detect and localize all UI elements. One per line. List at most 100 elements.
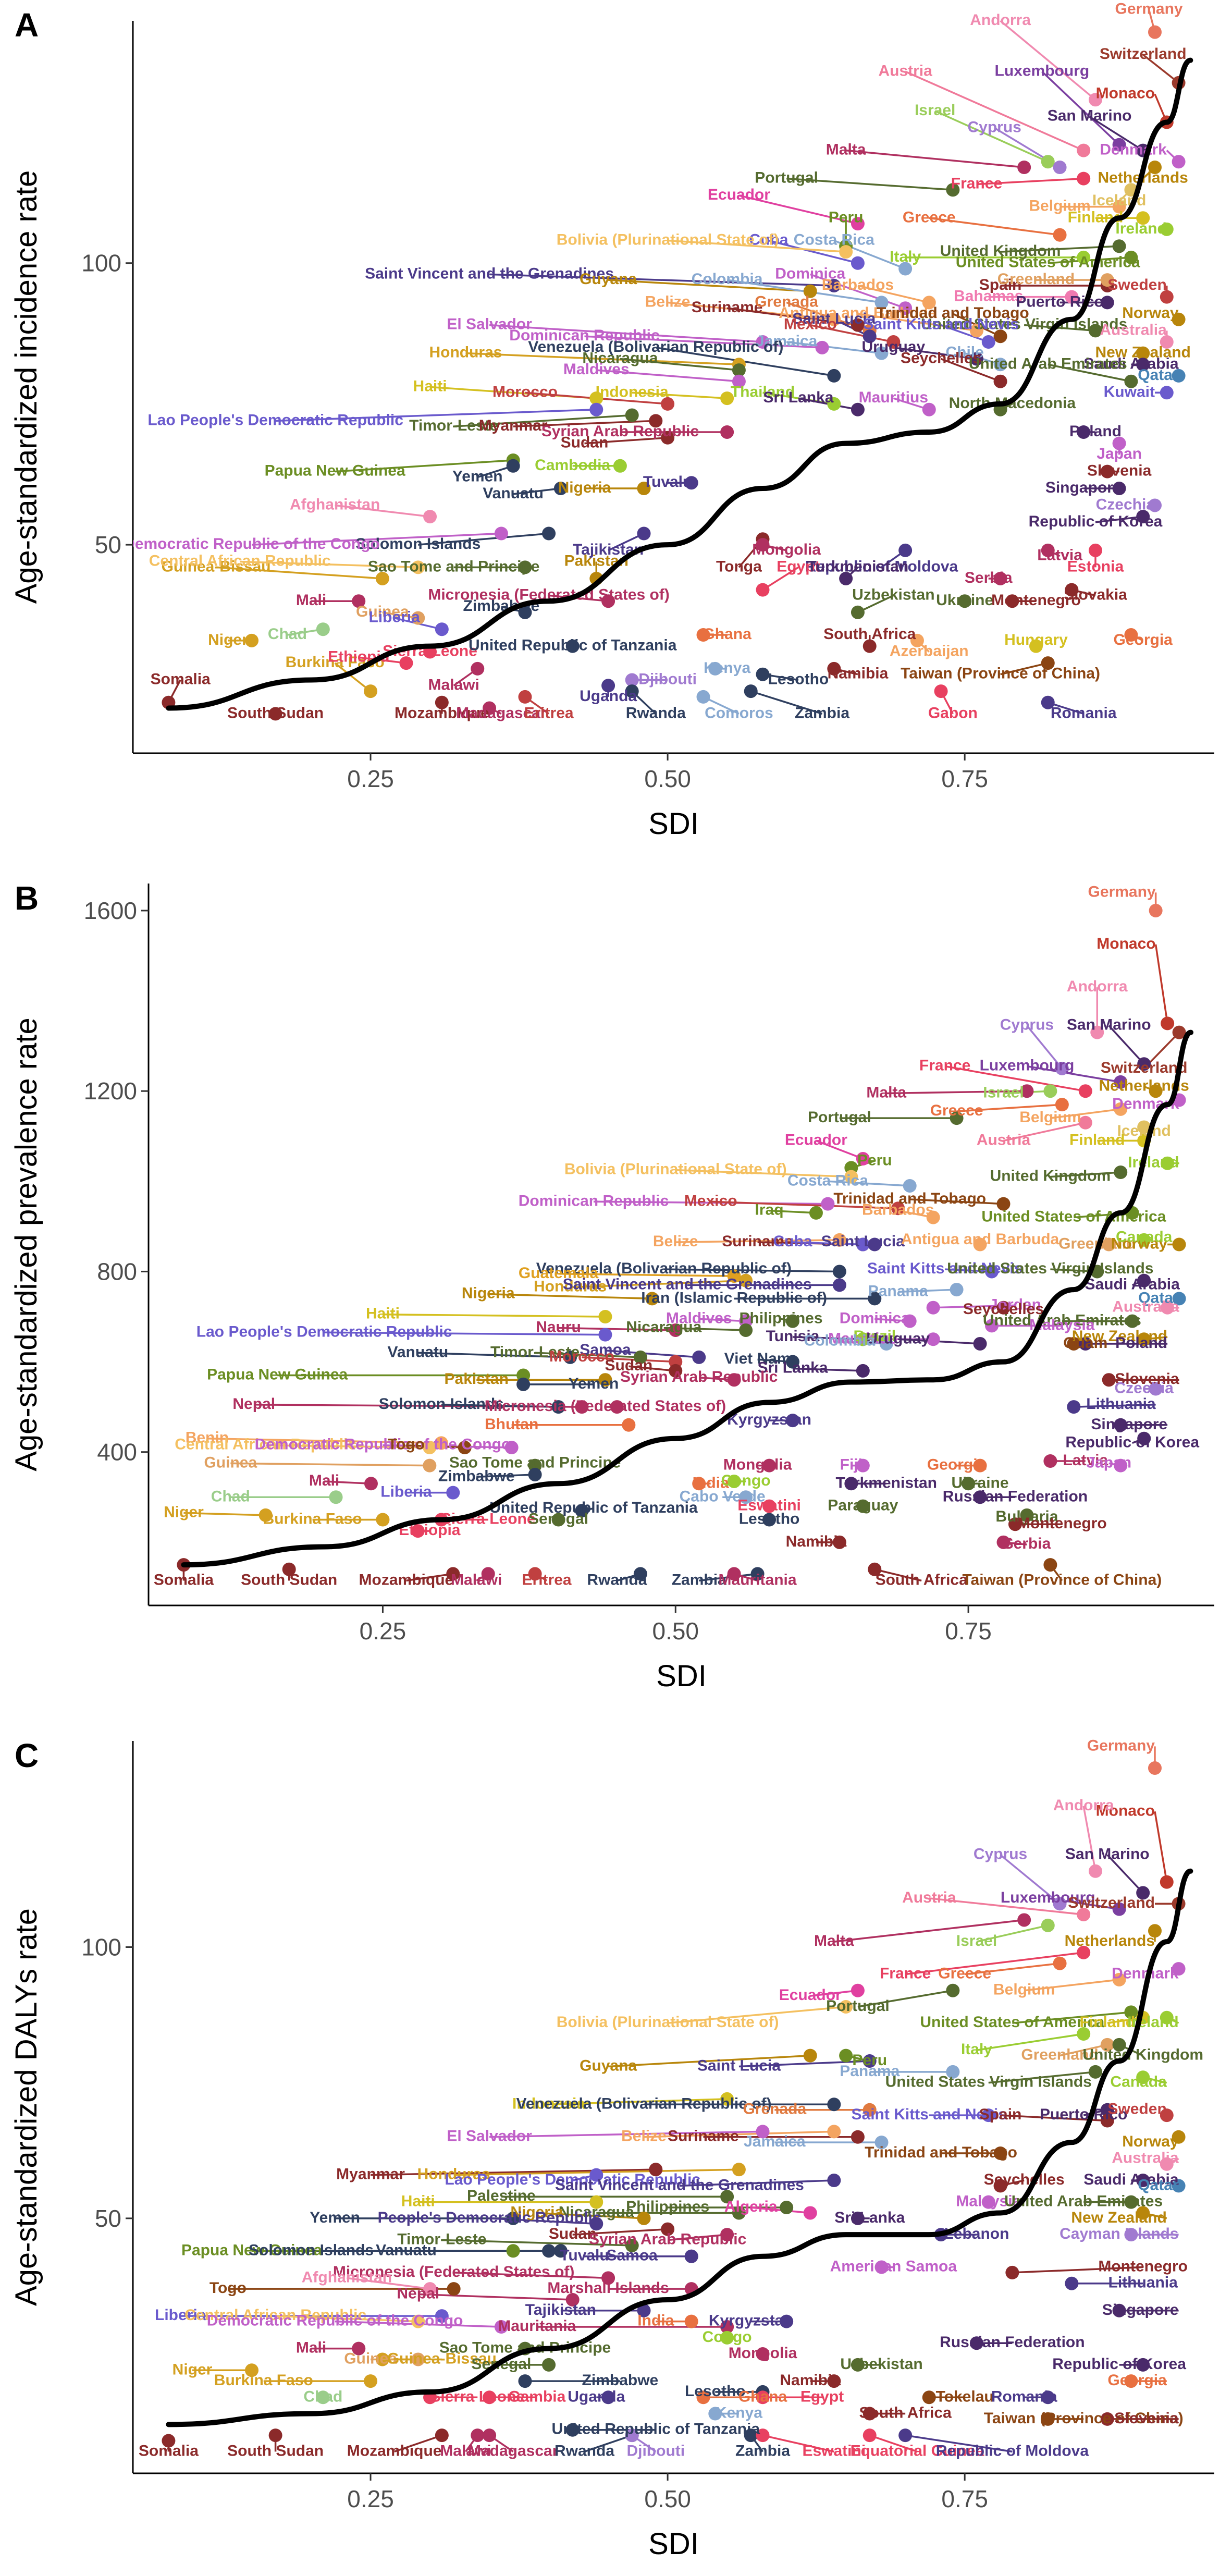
country-label: Congo bbox=[703, 2328, 752, 2346]
data-point bbox=[1136, 358, 1150, 372]
data-point bbox=[851, 2358, 865, 2372]
data-point bbox=[1124, 2005, 1138, 2019]
data-point bbox=[1020, 1084, 1034, 1098]
country-label: Saint Lucia bbox=[792, 310, 876, 327]
country-label: Jamaica bbox=[744, 2133, 806, 2150]
country-label: Lesotho bbox=[768, 671, 829, 688]
country-label: Malawi bbox=[451, 1571, 502, 1588]
data-point bbox=[827, 278, 841, 292]
leader-line bbox=[944, 1065, 1086, 1092]
country-label: Belize bbox=[653, 1233, 698, 1250]
data-point bbox=[1041, 543, 1055, 557]
country-label: Japan bbox=[1086, 1454, 1131, 1471]
leader-line bbox=[874, 1568, 922, 1582]
country-label: Cabo Verde bbox=[680, 1488, 766, 1505]
leader-line bbox=[265, 1444, 430, 1449]
leader-line bbox=[572, 2228, 668, 2236]
data-point bbox=[762, 1513, 777, 1527]
country-label: India bbox=[693, 1474, 729, 1491]
leader-line bbox=[1026, 1025, 1063, 1070]
country-label: Antigua and Barbuda bbox=[901, 1231, 1059, 1248]
country-label: Estonia bbox=[1067, 558, 1124, 575]
data-point bbox=[856, 1364, 870, 1378]
country-label: Singapore bbox=[1045, 479, 1122, 496]
country-label: Slovakia bbox=[1064, 586, 1127, 603]
country-label: Honduras bbox=[417, 2166, 490, 2183]
data-point bbox=[598, 1310, 612, 1323]
country-label: Ecuador bbox=[779, 1986, 842, 2004]
data-point bbox=[727, 1373, 741, 1387]
country-label: Uzbekistan bbox=[852, 586, 934, 603]
leader-line bbox=[786, 177, 953, 191]
country-label: Yemen bbox=[569, 1375, 619, 1392]
leader-line bbox=[667, 239, 846, 253]
country-label: American Samoa bbox=[830, 2258, 957, 2275]
country-label: Romania bbox=[991, 2388, 1057, 2405]
country-label: Israel bbox=[983, 1084, 1024, 1101]
data-point bbox=[1088, 543, 1102, 557]
country-label: Nepal bbox=[397, 2285, 439, 2302]
country-label: Mauritania bbox=[719, 1571, 797, 1588]
data-point bbox=[1112, 1902, 1126, 1916]
data-point bbox=[1053, 1956, 1067, 1970]
country-label: Central African Republic bbox=[149, 553, 331, 570]
leader-line bbox=[810, 324, 894, 343]
data-point bbox=[518, 2374, 532, 2388]
country-label: Nigeria bbox=[558, 479, 611, 496]
leader-line bbox=[334, 662, 372, 692]
country-label: Iceland bbox=[1117, 1122, 1171, 1139]
country-label: Tuvalu bbox=[560, 2247, 609, 2264]
panel-letter: A bbox=[15, 6, 39, 44]
data-point bbox=[1100, 2412, 1114, 2426]
country-label: Niger bbox=[173, 2361, 213, 2378]
country-label: Republic of Moldova bbox=[936, 2442, 1089, 2459]
country-label: Zimbabwe bbox=[438, 1467, 515, 1485]
country-label: Zimbabwe bbox=[582, 2372, 659, 2389]
country-label: Belize bbox=[621, 2128, 667, 2145]
data-point bbox=[625, 408, 639, 422]
leader-line bbox=[762, 566, 799, 591]
country-label: Slovenia bbox=[1087, 462, 1152, 480]
country-label: New Zealand bbox=[1071, 2209, 1166, 2226]
data-point bbox=[1136, 346, 1150, 360]
country-label: Sudan bbox=[549, 2225, 597, 2242]
data-point bbox=[601, 594, 615, 608]
country-label: Mongolia bbox=[729, 2345, 797, 2362]
country-label: Ghana bbox=[738, 2388, 787, 2405]
country-label: United States Virgin Islands bbox=[947, 1260, 1153, 1277]
data-point bbox=[565, 2423, 580, 2437]
leader-line bbox=[324, 1480, 372, 1485]
data-point bbox=[815, 340, 829, 354]
data-point bbox=[750, 1567, 765, 1581]
country-label: Georgia bbox=[1113, 631, 1173, 648]
country-label: Haiti bbox=[366, 1305, 400, 1322]
data-point bbox=[684, 2249, 698, 2263]
data-point bbox=[1148, 1924, 1162, 1938]
leader-line bbox=[834, 1919, 1025, 1943]
leader-line bbox=[1050, 1108, 1121, 1119]
data-point bbox=[1114, 1458, 1128, 1473]
country-label: Montenegro bbox=[1098, 2258, 1188, 2275]
country-label: Vanuatu bbox=[388, 1343, 449, 1360]
leader-line bbox=[605, 1350, 699, 1358]
country-label: Equatorial Guinea bbox=[851, 2442, 984, 2459]
country-label: Bolivia (Plurinational State of) bbox=[557, 231, 779, 249]
panel-b-prevalence: B 0.25 0.50 0.75 400 800 1200 1600 SDI Age-standa… bbox=[9, 879, 1214, 1693]
country-label: Andorra bbox=[1067, 978, 1128, 995]
country-label: Taiwan (Province of China) bbox=[901, 665, 1100, 682]
data-point bbox=[993, 2179, 1007, 2193]
country-label: Chile bbox=[945, 344, 983, 361]
country-label: Papua New Guinea bbox=[207, 1366, 348, 1383]
leader-line bbox=[1106, 1854, 1144, 1894]
data-point bbox=[1136, 510, 1150, 524]
country-label: Mexico bbox=[784, 316, 837, 333]
country-label: Rwanda bbox=[555, 2442, 614, 2459]
data-point bbox=[1112, 1972, 1126, 1986]
data-point bbox=[720, 2092, 734, 2106]
data-point bbox=[856, 1458, 870, 1473]
data-point bbox=[1124, 2374, 1138, 2388]
country-label: Suriname bbox=[668, 2128, 739, 2145]
country-label: Panama bbox=[868, 1282, 928, 1299]
country-label: Pakistan bbox=[445, 1370, 509, 1388]
country-label: Namibia bbox=[786, 1533, 847, 1550]
